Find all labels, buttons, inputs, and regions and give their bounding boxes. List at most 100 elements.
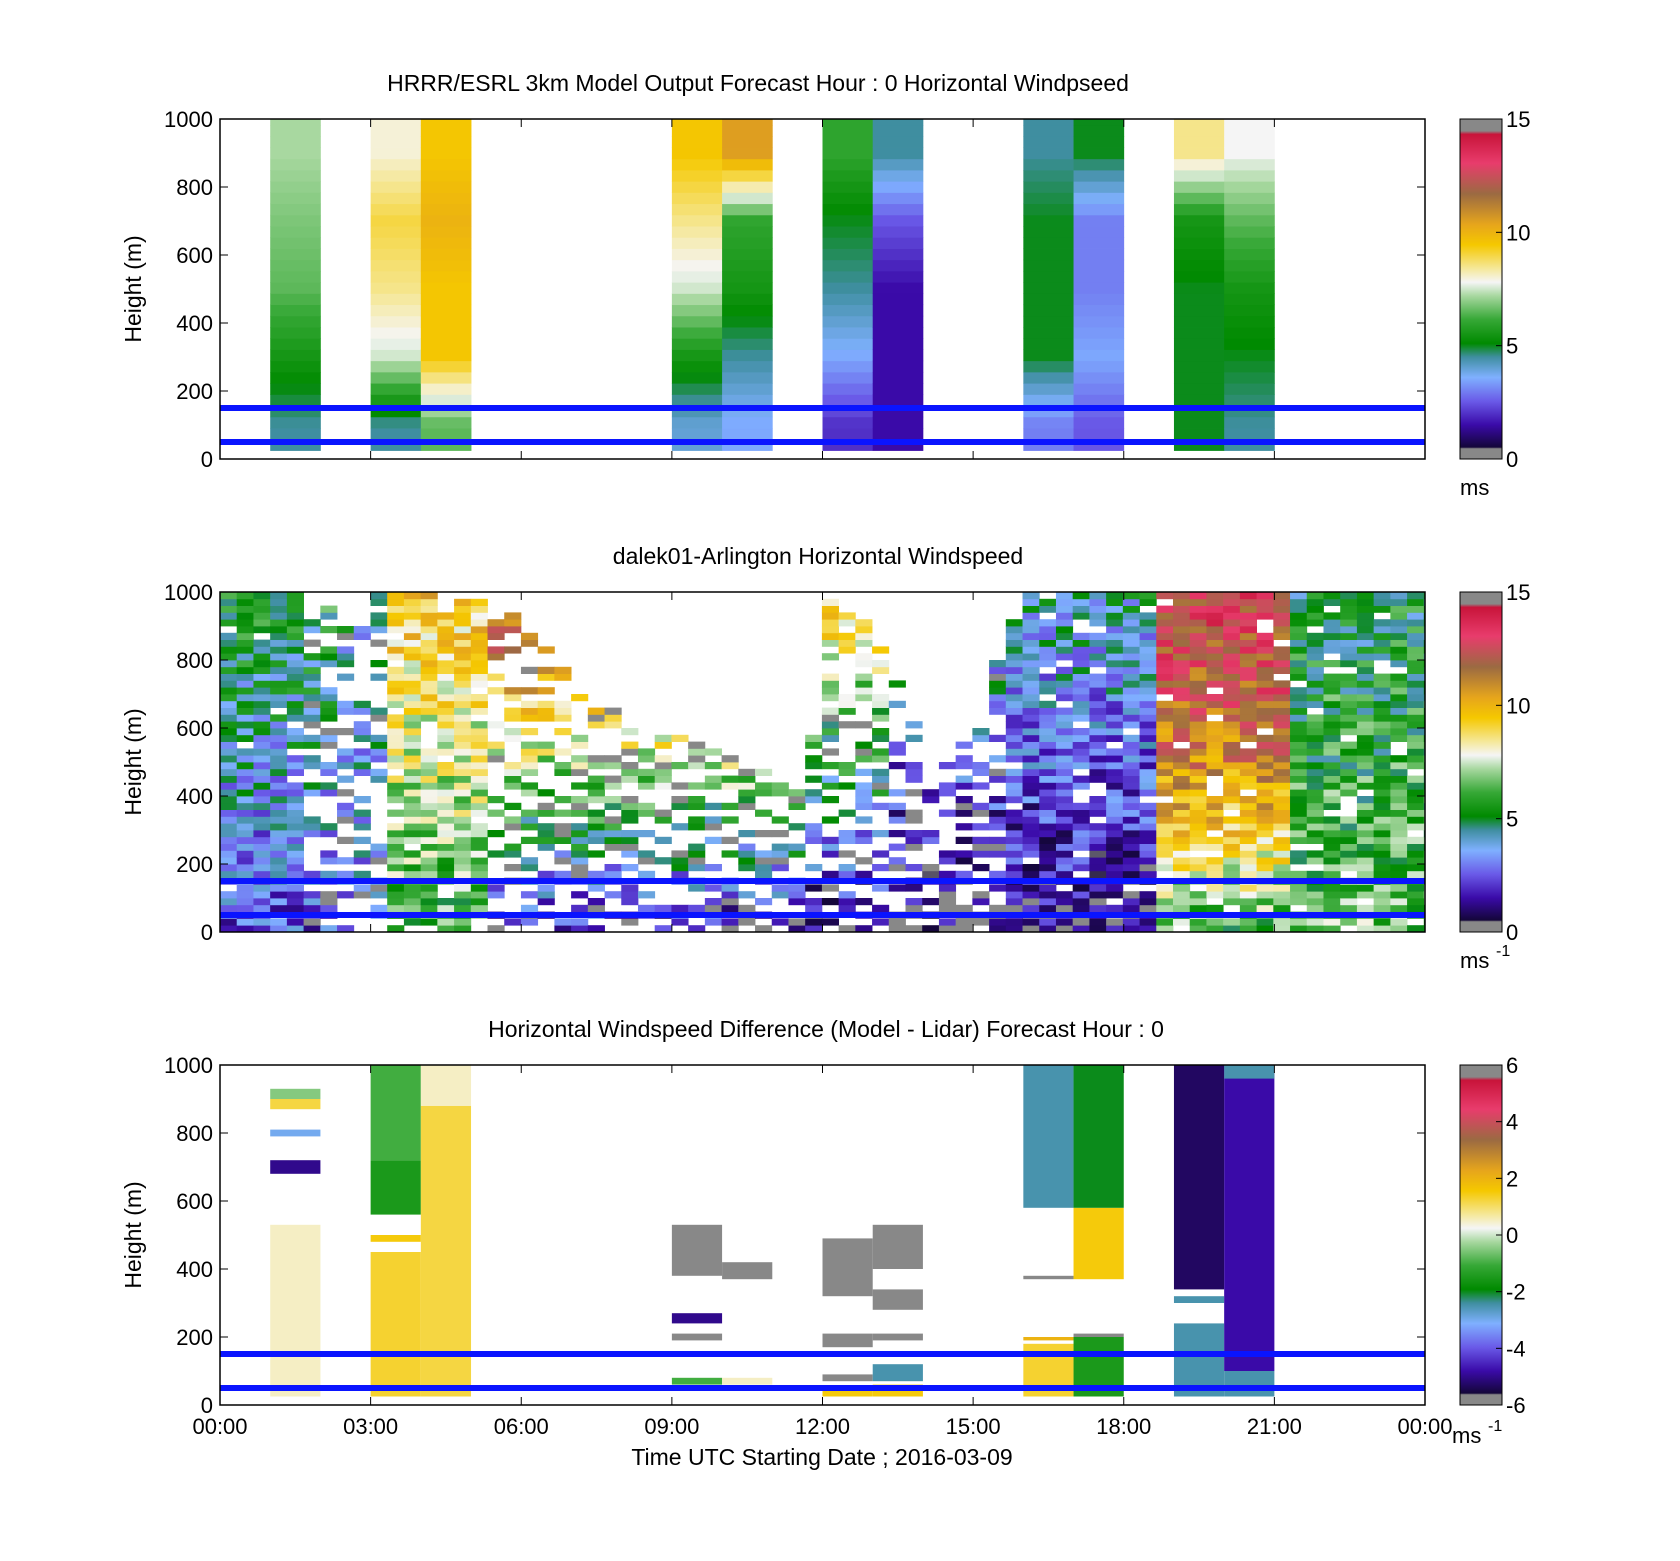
heatmap-cell bbox=[470, 605, 488, 613]
heatmap-cell bbox=[1073, 1333, 1124, 1337]
heatmap-cell bbox=[437, 741, 455, 749]
heatmap-cell bbox=[220, 850, 238, 858]
heatmap-cell bbox=[1189, 728, 1207, 736]
heatmap-cell bbox=[872, 293, 924, 306]
heatmap-cell bbox=[704, 864, 722, 872]
heatmap-cell bbox=[437, 653, 455, 661]
heatmap-cell bbox=[1122, 694, 1140, 702]
heatmap-cell bbox=[1306, 755, 1324, 763]
heatmap-cell bbox=[537, 843, 555, 851]
heatmap-cell bbox=[253, 918, 271, 926]
heatmap-cell bbox=[1005, 768, 1023, 776]
heatmap-cell bbox=[922, 898, 940, 906]
heatmap-cell bbox=[1089, 660, 1107, 668]
heatmap-cell bbox=[1390, 632, 1408, 640]
heatmap-cell bbox=[1173, 639, 1191, 647]
heatmap-cell bbox=[387, 823, 405, 831]
heatmap-cell bbox=[822, 147, 874, 160]
heatmap-cell bbox=[1156, 660, 1174, 668]
heatmap-cell bbox=[855, 653, 873, 661]
heatmap-cell bbox=[1206, 823, 1224, 831]
heatmap-cell bbox=[370, 405, 422, 418]
heatmap-cell bbox=[1106, 850, 1124, 858]
heatmap-cell bbox=[872, 748, 890, 756]
heatmap-cell bbox=[320, 694, 338, 702]
heatmap-cell bbox=[972, 898, 990, 906]
heatmap-cell bbox=[1139, 904, 1157, 912]
heatmap-cell bbox=[905, 830, 923, 838]
heatmap-cell bbox=[470, 728, 488, 736]
heatmap-cell bbox=[721, 802, 739, 810]
heatmap-cell bbox=[1106, 789, 1124, 797]
heatmap-cell bbox=[1122, 666, 1140, 674]
heatmap-cell bbox=[1239, 904, 1258, 912]
heatmap-cell bbox=[270, 653, 288, 661]
heatmap-cell bbox=[1390, 864, 1408, 872]
heatmap-cell bbox=[1055, 789, 1074, 797]
heatmap-cell bbox=[1139, 836, 1157, 844]
heatmap-cell bbox=[220, 891, 238, 899]
heatmap-cell bbox=[1206, 639, 1224, 647]
heatmap-cell bbox=[671, 850, 689, 858]
heatmap-cell bbox=[1173, 237, 1225, 249]
heatmap-cell bbox=[1306, 646, 1324, 654]
heatmap-cell bbox=[1340, 918, 1358, 926]
heatmap-cell bbox=[872, 728, 890, 736]
heatmap-cell bbox=[1156, 612, 1174, 620]
heatmap-cell bbox=[571, 836, 589, 844]
heatmap-cell bbox=[972, 823, 990, 831]
heatmap-cell bbox=[1223, 687, 1241, 695]
heatmap-cell bbox=[1055, 830, 1074, 838]
heatmap-cell bbox=[220, 775, 238, 783]
heatmap-cell bbox=[621, 762, 639, 770]
heatmap-cell bbox=[1206, 857, 1224, 865]
heatmap-cell bbox=[671, 864, 689, 872]
heatmap-cell bbox=[1039, 721, 1057, 729]
heatmap-cell bbox=[1340, 714, 1358, 722]
heatmap-cell bbox=[1356, 666, 1375, 674]
heatmap-cell bbox=[1106, 680, 1124, 688]
heatmap-cell bbox=[337, 632, 355, 640]
heatmap-cell bbox=[722, 371, 773, 384]
heatmap-cell bbox=[888, 741, 906, 749]
heatmap-cell bbox=[420, 646, 438, 654]
heatmap-cell bbox=[437, 857, 455, 865]
heatmap-cell bbox=[755, 857, 773, 865]
heatmap-cell bbox=[1340, 680, 1358, 688]
heatmap-cell bbox=[1189, 694, 1207, 702]
colorbar-unit: ms bbox=[1460, 948, 1489, 973]
heatmap-cell bbox=[1223, 673, 1241, 681]
heatmap-cell bbox=[872, 214, 924, 227]
heatmap-cell bbox=[587, 884, 605, 892]
heatmap-cell bbox=[1256, 666, 1274, 674]
heatmap-cell bbox=[470, 646, 488, 654]
heatmap-cell bbox=[236, 728, 254, 736]
heatmap-cell bbox=[537, 673, 555, 681]
heatmap-cell bbox=[353, 768, 371, 776]
heatmap-cell bbox=[1173, 775, 1191, 783]
heatmap-cell bbox=[270, 768, 288, 776]
heatmap-cell bbox=[236, 830, 254, 838]
heatmap-cell bbox=[1055, 782, 1074, 790]
heatmap-cell bbox=[1122, 796, 1140, 804]
heatmap-cell bbox=[1073, 304, 1125, 317]
heatmap-cell bbox=[1072, 864, 1090, 872]
heatmap-cell bbox=[872, 119, 924, 126]
heatmap-cell bbox=[387, 612, 405, 620]
heatmap-cell bbox=[504, 762, 522, 770]
heatmap-cell bbox=[454, 768, 472, 776]
heatmap-cell bbox=[1106, 748, 1124, 756]
heatmap-cell bbox=[654, 755, 672, 763]
heatmap-cell bbox=[1073, 192, 1125, 205]
heatmap-cell bbox=[1239, 619, 1258, 627]
heatmap-cell bbox=[1206, 592, 1224, 600]
heatmap-cell bbox=[1224, 315, 1275, 328]
heatmap-cell bbox=[387, 721, 405, 729]
heatmap-cell bbox=[1022, 632, 1040, 640]
heatmap-cell bbox=[236, 666, 254, 674]
heatmap-cell bbox=[989, 680, 1007, 688]
heatmap-cell bbox=[1323, 802, 1341, 810]
heatmap-cell bbox=[1323, 626, 1341, 634]
heatmap-cell bbox=[370, 439, 422, 451]
heatmap-cell bbox=[1122, 830, 1140, 838]
